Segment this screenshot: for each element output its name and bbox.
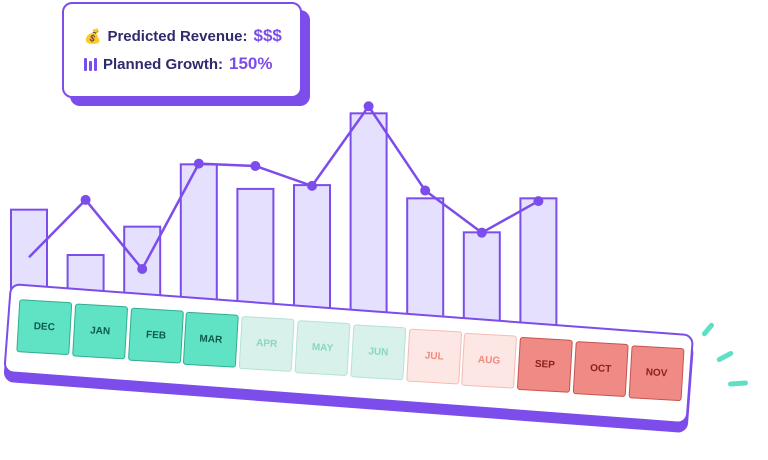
summary-card: 💰 Predicted Revenue: $$$ Planned Growth:… [62, 2, 302, 98]
month-label: NOV [645, 367, 668, 380]
month-label: JUL [424, 350, 444, 363]
month-tile-jan[interactable]: JAN [71, 303, 128, 360]
point-apr [250, 160, 261, 171]
month-label: DEC [33, 321, 56, 334]
predicted-revenue-label: Predicted Revenue: [107, 27, 248, 45]
point-feb [137, 263, 148, 274]
month-tile-apr[interactable]: APR [238, 315, 295, 372]
month-tile-nov[interactable]: NOV [628, 345, 685, 402]
bar-sep [519, 197, 558, 341]
bar-jun [349, 112, 388, 342]
month-label: AUG [477, 354, 501, 367]
point-jun [363, 101, 374, 112]
month-tile-aug[interactable]: AUG [461, 332, 518, 389]
month-tile-oct[interactable]: OCT [572, 341, 629, 398]
month-label: MAR [199, 333, 223, 346]
month-tile-feb[interactable]: FEB [127, 307, 184, 364]
month-label: MAY [311, 342, 334, 355]
point-jul [420, 185, 431, 196]
point-mar [193, 158, 204, 169]
point-jan [80, 194, 91, 205]
bar-chart-icon [84, 57, 97, 71]
month-tile-may[interactable]: MAY [294, 320, 351, 377]
month-label: APR [255, 337, 278, 351]
planned-growth-value: 150% [229, 54, 273, 73]
point-may [307, 180, 317, 191]
month-tile-mar[interactable]: MAR [183, 311, 240, 368]
month-tile-jun[interactable]: JUN [350, 324, 407, 381]
money-bag-icon: 💰 [84, 27, 102, 44]
point-sep [533, 196, 544, 207]
month-tile-dec[interactable]: DEC [16, 299, 73, 356]
month-label: SEP [534, 358, 556, 371]
month-tile-sep[interactable]: SEP [517, 336, 574, 393]
month-tile-jul[interactable]: JUL [405, 328, 462, 385]
point-aug [476, 227, 487, 238]
growth-points [80, 101, 544, 274]
growth-trend-line [28, 105, 540, 271]
planned-growth-label: Planned Growth: [103, 55, 223, 73]
month-label: OCT [589, 362, 612, 376]
planned-growth-row: Planned Growth: 150% [84, 54, 272, 74]
predicted-revenue-row: 💰 Predicted Revenue: $$$ [84, 26, 282, 46]
month-label: JAN [89, 325, 111, 338]
month-label: FEB [145, 329, 166, 342]
predicted-revenue-value: $$$ [253, 26, 282, 45]
month-label: JUN [367, 346, 389, 359]
